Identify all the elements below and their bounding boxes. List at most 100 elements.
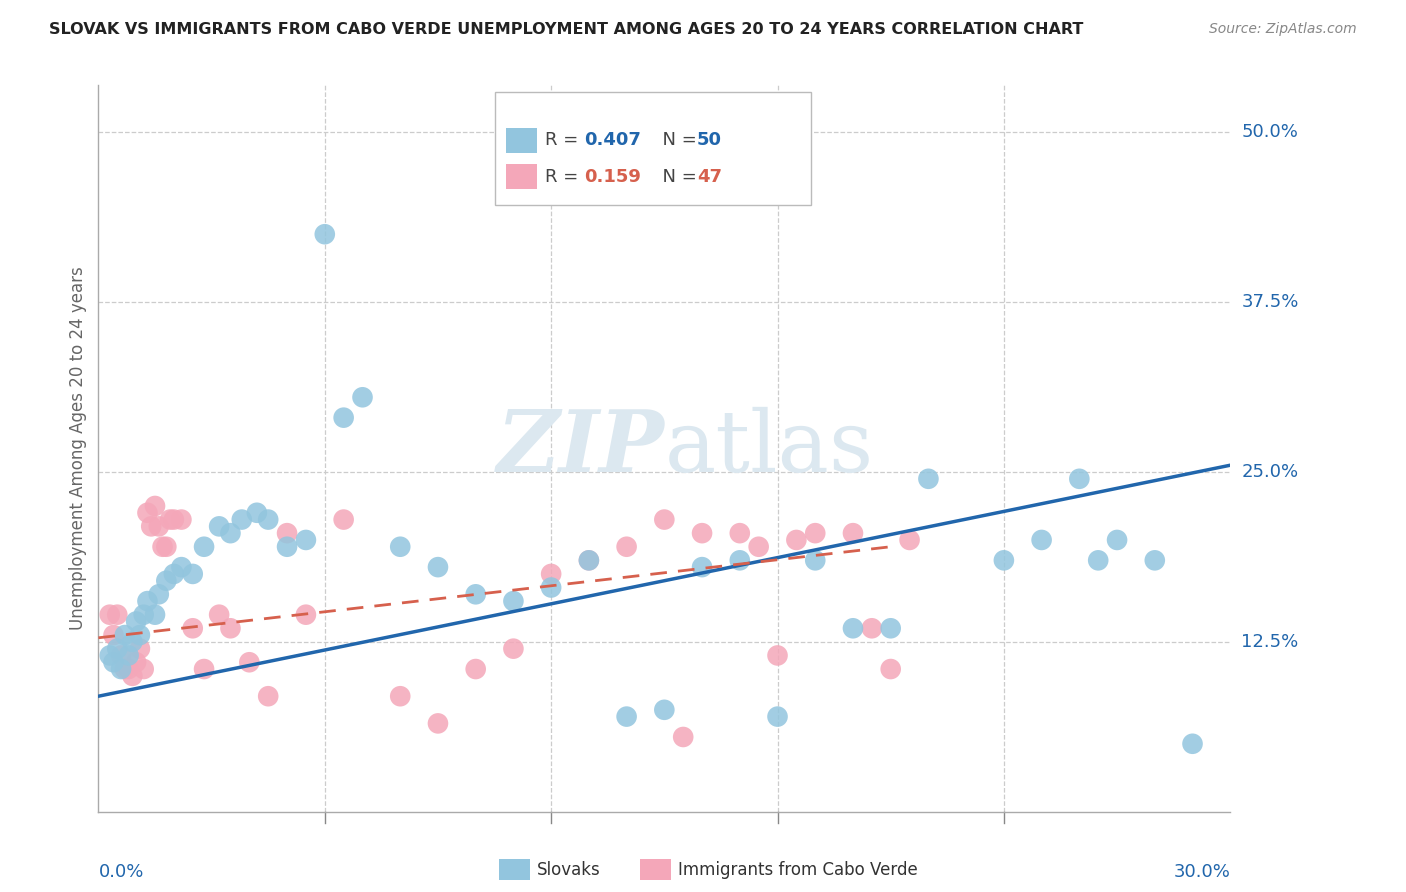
Point	[163, 512, 186, 526]
Point	[690, 526, 713, 541]
Point	[114, 662, 136, 676]
Point	[616, 540, 638, 554]
Point	[652, 703, 676, 717]
Point	[690, 560, 713, 574]
Point	[110, 662, 132, 676]
Text: R =: R =	[546, 168, 583, 186]
Point	[170, 560, 193, 574]
Point	[117, 648, 139, 663]
Point	[502, 594, 524, 608]
Point	[257, 512, 280, 526]
Point	[208, 607, 231, 622]
Text: atlas: atlas	[665, 407, 873, 490]
Point	[276, 540, 298, 554]
Text: 50: 50	[697, 131, 723, 150]
Point	[141, 519, 163, 533]
Point	[464, 662, 486, 676]
Point	[103, 655, 125, 669]
Text: 37.5%: 37.5%	[1241, 293, 1299, 311]
Point	[132, 662, 155, 676]
Point	[804, 526, 827, 541]
Point	[121, 669, 143, 683]
Point	[672, 730, 695, 744]
Point	[295, 607, 318, 622]
Text: Slovaks: Slovaks	[537, 861, 600, 879]
Point	[148, 519, 170, 533]
Point	[98, 607, 121, 622]
Point	[257, 690, 280, 704]
Point	[766, 709, 789, 723]
Point	[1087, 553, 1109, 567]
Point	[842, 621, 865, 635]
Point	[238, 655, 260, 669]
Point	[880, 662, 903, 676]
Text: SLOVAK VS IMMIGRANTS FROM CABO VERDE UNEMPLOYMENT AMONG AGES 20 TO 24 YEARS CORR: SLOVAK VS IMMIGRANTS FROM CABO VERDE UNE…	[49, 22, 1084, 37]
Point	[652, 512, 676, 526]
Point	[332, 410, 354, 425]
Point	[155, 574, 177, 588]
Y-axis label: Unemployment Among Ages 20 to 24 years: Unemployment Among Ages 20 to 24 years	[69, 267, 87, 630]
Point	[170, 512, 193, 526]
Point	[105, 641, 128, 656]
Point	[540, 566, 562, 581]
Point	[728, 526, 751, 541]
Point	[728, 553, 751, 567]
Point	[427, 560, 450, 574]
Text: 25.0%: 25.0%	[1241, 463, 1299, 481]
Text: 30.0%: 30.0%	[1174, 863, 1230, 881]
Point	[898, 533, 921, 547]
Point	[114, 628, 136, 642]
Point	[152, 540, 174, 554]
Point	[1031, 533, 1053, 547]
Point	[295, 533, 318, 547]
Text: 12.5%: 12.5%	[1241, 632, 1299, 651]
Point	[246, 506, 269, 520]
Point	[993, 553, 1015, 567]
Point	[540, 581, 562, 595]
Point	[502, 641, 524, 656]
Text: Immigrants from Cabo Verde: Immigrants from Cabo Verde	[678, 861, 918, 879]
Point	[578, 553, 600, 567]
Point	[155, 540, 177, 554]
Point	[917, 472, 939, 486]
Point	[121, 635, 143, 649]
Text: ZIP: ZIP	[496, 407, 665, 490]
Point	[129, 628, 152, 642]
Point	[219, 621, 242, 635]
Point	[766, 648, 789, 663]
Point	[132, 607, 155, 622]
Point	[389, 540, 412, 554]
Point	[1181, 737, 1204, 751]
Point	[181, 621, 204, 635]
Point	[464, 587, 486, 601]
Point	[143, 607, 166, 622]
Text: Source: ZipAtlas.com: Source: ZipAtlas.com	[1209, 22, 1357, 37]
Point	[578, 553, 600, 567]
Point	[110, 648, 132, 663]
Point	[231, 512, 253, 526]
Point	[105, 607, 128, 622]
Point	[181, 566, 204, 581]
Point	[1107, 533, 1129, 547]
Text: N =: N =	[651, 168, 702, 186]
Point	[427, 716, 450, 731]
Point	[125, 615, 148, 629]
Point	[143, 499, 166, 513]
Point	[103, 628, 125, 642]
Point	[98, 648, 121, 663]
Point	[748, 540, 770, 554]
Point	[136, 594, 159, 608]
Point	[880, 621, 903, 635]
Point	[352, 390, 374, 404]
Point	[332, 512, 354, 526]
Point	[785, 533, 807, 547]
Point	[148, 587, 170, 601]
Text: 50.0%: 50.0%	[1241, 123, 1298, 141]
Point	[193, 662, 215, 676]
Point	[163, 566, 186, 581]
Point	[804, 553, 827, 567]
Text: 0.0%: 0.0%	[98, 863, 143, 881]
Point	[616, 709, 638, 723]
Text: 0.407: 0.407	[585, 131, 641, 150]
Point	[1069, 472, 1091, 486]
